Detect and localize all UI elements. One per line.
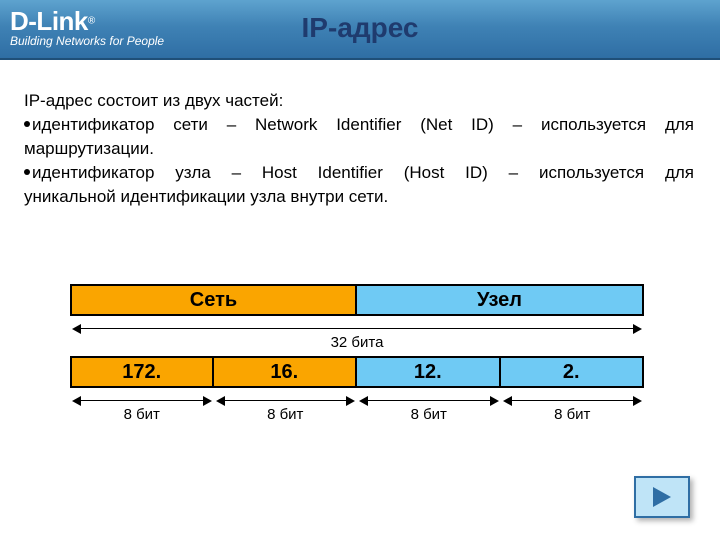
diagram-row-octets: 172. 16. 12. 2. — [70, 356, 644, 388]
diagram-row-parts: Сеть Узел — [70, 284, 644, 316]
page-title: IP-адрес — [0, 12, 720, 44]
bullet-1-line-2: маршрутизации. — [24, 138, 694, 160]
intro-line: IP-адрес состоит из двух частей: — [24, 90, 694, 112]
measure-8bit-3: 8 бит — [357, 388, 501, 428]
host-cell: Узел — [357, 284, 644, 316]
net-cell: Сеть — [70, 284, 357, 316]
ip-diagram: Сеть Узел 32 бита 172. 16. 12. 2. 8 бит — [70, 284, 644, 428]
next-button[interactable] — [634, 476, 690, 518]
measure-8bit-label-2: 8 бит — [214, 406, 358, 423]
measure-8bit-1: 8 бит — [70, 388, 214, 428]
bullet-1-line-1: идентификатор сети – Network Identifier … — [24, 114, 694, 136]
measure-8bit-row: 8 бит 8 бит 8 бит 8 бит — [70, 388, 644, 428]
measure-32bit: 32 бита — [70, 316, 644, 356]
bullet-2-line-1: идентификатор узла – Host Identifier (Ho… — [24, 162, 694, 184]
measure-32bit-row: 32 бита — [70, 316, 644, 356]
bullet-icon — [24, 169, 30, 175]
measure-8bit-4: 8 бит — [501, 388, 645, 428]
measure-line — [74, 400, 210, 401]
measure-32bit-label: 32 бита — [70, 334, 644, 351]
measure-line — [218, 400, 354, 401]
octet-cell-1: 172. — [70, 356, 214, 388]
octet-cell-4: 2. — [501, 356, 645, 388]
octet-cell-3: 12. — [357, 356, 501, 388]
measure-line — [361, 400, 497, 401]
measure-8bit-label-3: 8 бит — [357, 406, 501, 423]
slide: D-Link® Building Networks for People IP-… — [0, 0, 720, 540]
measure-8bit-label-1: 8 бит — [70, 406, 214, 423]
measure-8bit-2: 8 бит — [214, 388, 358, 428]
measure-line — [505, 400, 641, 401]
bullet-2-line-2: уникальной идентификации узла внутри сет… — [24, 186, 694, 208]
bullet-icon — [24, 121, 30, 127]
body-text: IP-адрес состоит из двух частей: идентиф… — [24, 90, 694, 210]
octet-cell-2: 16. — [214, 356, 358, 388]
arrow-right-icon — [653, 487, 671, 507]
measure-line — [74, 328, 640, 329]
measure-8bit-label-4: 8 бит — [501, 406, 645, 423]
